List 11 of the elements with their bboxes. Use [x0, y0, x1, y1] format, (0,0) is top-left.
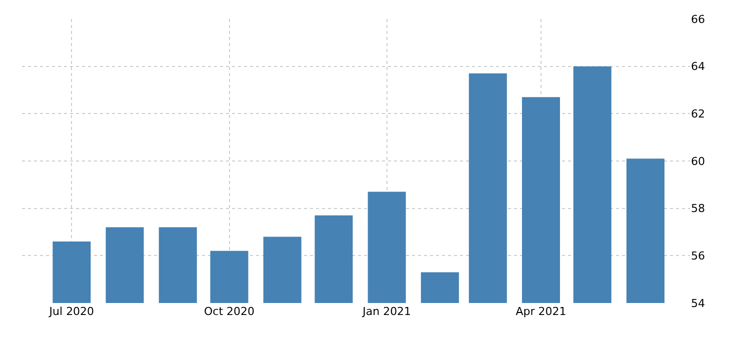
x-tick-label: Jan 2021 — [362, 305, 412, 318]
x-tick-label: Jul 2020 — [48, 305, 94, 318]
y-tick-label: 54 — [691, 296, 705, 310]
x-tick-label: Apr 2021 — [516, 305, 566, 318]
x-tick-label: Oct 2020 — [204, 305, 255, 318]
y-tick-label: 64 — [691, 60, 705, 74]
y-tick-label: 62 — [691, 108, 705, 121]
y-tick-label: 56 — [691, 250, 705, 263]
y-tick-label: 66 — [691, 12, 705, 26]
y-tick-label: 58 — [691, 202, 705, 216]
y-tick-label: 60 — [691, 154, 705, 168]
